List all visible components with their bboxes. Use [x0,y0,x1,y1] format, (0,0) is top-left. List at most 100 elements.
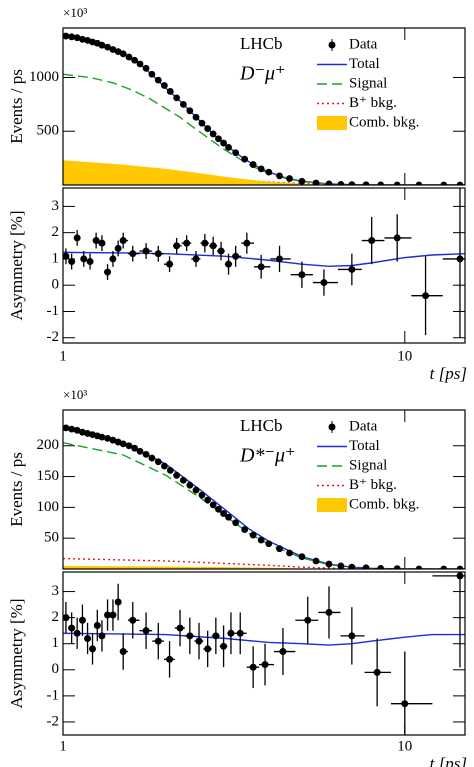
data-point [119,237,127,245]
data-point [232,252,240,260]
plot-area [63,188,465,338]
data-point [325,608,333,616]
data-point [109,436,117,444]
data-point [68,258,76,266]
data-point [257,165,265,173]
data-point [161,82,168,89]
data-point [119,440,127,448]
data-point [320,279,328,287]
curve [63,251,465,267]
data-point [337,180,345,185]
data-point [166,655,174,663]
legend-label: Signal [349,75,387,91]
data-point [166,260,174,268]
data-point [192,255,200,263]
plot-area [63,572,465,735]
data-point [183,239,191,247]
data-point [215,135,222,143]
data-point [186,107,194,115]
data-point [286,549,293,557]
data-point [176,624,184,632]
data-point [377,564,385,569]
data-point [154,458,162,466]
data-point [298,177,306,185]
data-point [104,43,111,51]
legend-label: Data [349,36,378,52]
data-point [220,642,228,650]
data-point [232,149,240,157]
decay-label: D*⁻μ⁺ [239,445,296,467]
data-point [440,565,448,569]
panel: -2 -1 0 1 2 3 1 10 Asymmetry [%] t [ps] [7,571,467,767]
x-axis-label: t [ps] [430,754,467,767]
data-point [440,181,448,185]
y-tick-label: -1 [47,687,60,703]
data-point [166,466,174,474]
data-point [63,252,70,260]
data-point [212,632,220,640]
data-point [227,629,235,637]
curve [63,632,465,646]
y-tick-label: 2 [52,609,60,625]
curve [63,34,465,185]
data-point [68,624,76,632]
data-point [373,668,381,676]
data-point [393,234,401,242]
data-point [209,242,217,250]
y-multiplier: ×10³ [63,5,87,20]
data-point [131,444,139,452]
y-axis-label: Events / ps [7,69,26,144]
y-tick-label: 3 [52,198,60,214]
data-point [257,263,265,271]
y-tick-label: 1000 [29,69,59,85]
data-point [325,180,333,185]
legend-symbol [317,116,347,130]
data-point [173,471,181,479]
data-point [209,501,217,509]
legend-label: Total [349,56,380,72]
data-point [104,434,111,442]
frame [62,571,466,736]
data-point [142,247,150,255]
data-point [73,629,81,637]
data-point [173,94,181,102]
panel: -2 -1 0 1 2 3 1 10 Asymmetry [%] t [ps] [7,187,467,383]
data-point [125,442,133,450]
data-point [92,237,100,245]
data-point [142,64,150,72]
data-point [148,454,156,462]
data-point [179,100,187,108]
x-tick-label: 10 [397,348,412,364]
y-tick-label: 200 [37,437,60,453]
y-tick-label: 100 [37,499,60,515]
data-point [104,268,112,276]
data-point [114,598,122,606]
data-point [325,560,333,568]
data-point [195,637,203,645]
data-point [249,531,257,539]
data-point [89,645,97,653]
plot-area [63,424,465,569]
y-axis-label: Events / ps [7,452,26,527]
data-point [114,244,122,252]
legend-label: B⁺ bkg. [349,477,397,493]
x-tick-label: 1 [59,738,67,754]
legend-label: B⁺ bkg. [349,95,397,111]
data-point [129,616,137,624]
y-tick-label: 1 [52,635,60,651]
data-point [265,168,273,176]
data-point [225,513,232,521]
y-axis-label: Asymmetry [%] [7,210,26,320]
legend-label: Signal [349,457,387,473]
y-tick-label: 0 [52,277,60,293]
data-point [131,56,139,64]
data-point [362,181,370,185]
data-point [276,545,283,553]
data-point [249,161,257,168]
data-point [166,88,174,95]
y-axis-label: Asymmetry [%] [7,598,26,708]
data-point [201,239,209,247]
data-point [312,557,320,565]
